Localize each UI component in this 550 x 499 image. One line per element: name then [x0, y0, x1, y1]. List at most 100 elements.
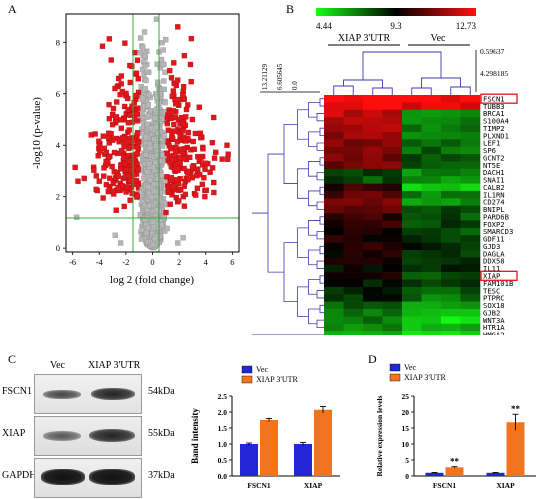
protein-label-fscn1: FSCN1 — [2, 386, 33, 397]
volcano-point-significant — [134, 151, 140, 157]
heatmap-cell — [382, 309, 403, 317]
bar — [425, 472, 444, 476]
heatmap-cell — [402, 323, 422, 332]
volcano-point-significant — [121, 203, 127, 210]
volcano-xtick: -4 — [96, 257, 104, 267]
heatmap-cell — [460, 279, 481, 288]
left-dendro-scale-hi: 13.21129 — [261, 64, 269, 90]
volcano-point-significant — [188, 79, 194, 85]
bar — [506, 422, 525, 476]
volcano-point-significant — [106, 36, 113, 42]
volcano-point-significant — [193, 192, 199, 198]
band-xiap-vec — [43, 431, 81, 441]
heatmap-cell — [441, 205, 461, 214]
heatmap-cell — [324, 109, 344, 118]
volcano-point — [144, 121, 150, 127]
y-axis-label: Relative expression levels — [375, 395, 384, 476]
heatmap-cell — [363, 294, 383, 302]
bar — [260, 420, 278, 476]
heatmap-cell — [441, 154, 461, 162]
heatmap-cell — [402, 139, 422, 147]
volcano-point — [162, 99, 168, 106]
volcano-point — [164, 225, 170, 232]
volcano-point-significant — [164, 150, 171, 157]
heatmap-cell — [324, 102, 344, 111]
volcano-point-significant — [171, 183, 177, 189]
volcano-point-significant — [163, 209, 169, 216]
ytick-label: 25 — [402, 392, 410, 401]
volcano-point-significant — [122, 161, 128, 167]
heatmap-cell — [363, 272, 383, 280]
left-dendro-scale-mid: 6.605645 — [276, 63, 284, 90]
volcano-point-significant — [201, 175, 207, 181]
panel-label-b: B — [286, 2, 295, 16]
gene-label: FOXP2 — [483, 220, 505, 229]
volcano-point-significant — [127, 178, 133, 184]
volcano-point — [144, 69, 150, 75]
volcano-point-significant — [174, 166, 181, 172]
panel-label-d: D — [368, 352, 377, 366]
heatmap-cell — [324, 227, 344, 236]
heatmap-cell — [402, 220, 422, 229]
heatmap-cell — [402, 301, 422, 310]
size-label-fscn1: 54kDa — [148, 386, 175, 397]
volcano-point-significant — [129, 190, 135, 197]
heatmap-cell — [402, 95, 422, 103]
volcano-point-significant — [200, 146, 206, 152]
heatmap-cell — [460, 323, 481, 332]
heatmap-cell — [382, 154, 403, 162]
ytick-label: 2.5 — [218, 392, 228, 401]
heatmap-cell — [421, 235, 442, 243]
ytick-label: 20 — [402, 408, 410, 417]
legend-label: Vec — [404, 363, 416, 372]
volcano-xtick: -2 — [122, 257, 129, 267]
heatmap-cell — [324, 183, 344, 192]
volcano-point-significant — [199, 181, 206, 188]
category-label: FSCN1 — [433, 481, 457, 490]
heatmap-cell — [441, 301, 461, 310]
panel-label-a: A — [8, 2, 17, 16]
volcano-point — [144, 169, 150, 176]
heatmap-cell — [382, 235, 403, 243]
volcano-point-significant — [118, 148, 125, 154]
heatmap-cell — [441, 102, 461, 111]
heatmap-cell — [343, 227, 364, 236]
heatmap-cell — [421, 331, 442, 335]
volcano-point — [152, 235, 158, 242]
volcano-point-significant — [125, 158, 132, 164]
volcano-point-significant — [171, 152, 177, 159]
volcano-point-significant — [185, 135, 191, 142]
heatmap-cell — [441, 190, 461, 199]
heatmap-cell — [460, 102, 481, 111]
volcano-point-significant — [202, 166, 208, 172]
volcano-point — [153, 124, 159, 130]
volcano-point-significant — [194, 185, 201, 191]
heatmap-cell — [421, 286, 442, 295]
heatmap-cell — [402, 190, 422, 199]
heatmap-cell — [402, 227, 422, 236]
heatmap-cell — [402, 279, 422, 288]
volcano-point — [150, 164, 156, 170]
group-label-vec: Vec — [431, 33, 447, 44]
heatmap-cell — [343, 205, 364, 214]
heatmap-cell — [460, 294, 481, 302]
heatmap-cell — [402, 249, 422, 258]
protein-label-xiap: XIAP — [2, 428, 26, 439]
heatmap-cell — [402, 146, 422, 155]
volcano-point — [160, 47, 166, 53]
heatmap-cell — [441, 198, 461, 206]
heatmap-cell — [421, 117, 442, 125]
heatmap-cell — [441, 272, 461, 280]
volcano-point-significant — [185, 102, 191, 108]
legend-label: Vec — [256, 365, 268, 374]
volcano-point — [145, 112, 151, 118]
volcano-point — [152, 115, 158, 121]
gene-label: TUBB3 — [483, 102, 505, 111]
gene-label: WNT3A — [483, 316, 505, 325]
heatmap-cell — [343, 301, 364, 310]
volcano-point-significant — [101, 173, 107, 179]
scale-max: 12.73 — [456, 21, 477, 31]
volcano-point-significant — [170, 88, 177, 94]
heatmap-cell — [421, 279, 442, 288]
